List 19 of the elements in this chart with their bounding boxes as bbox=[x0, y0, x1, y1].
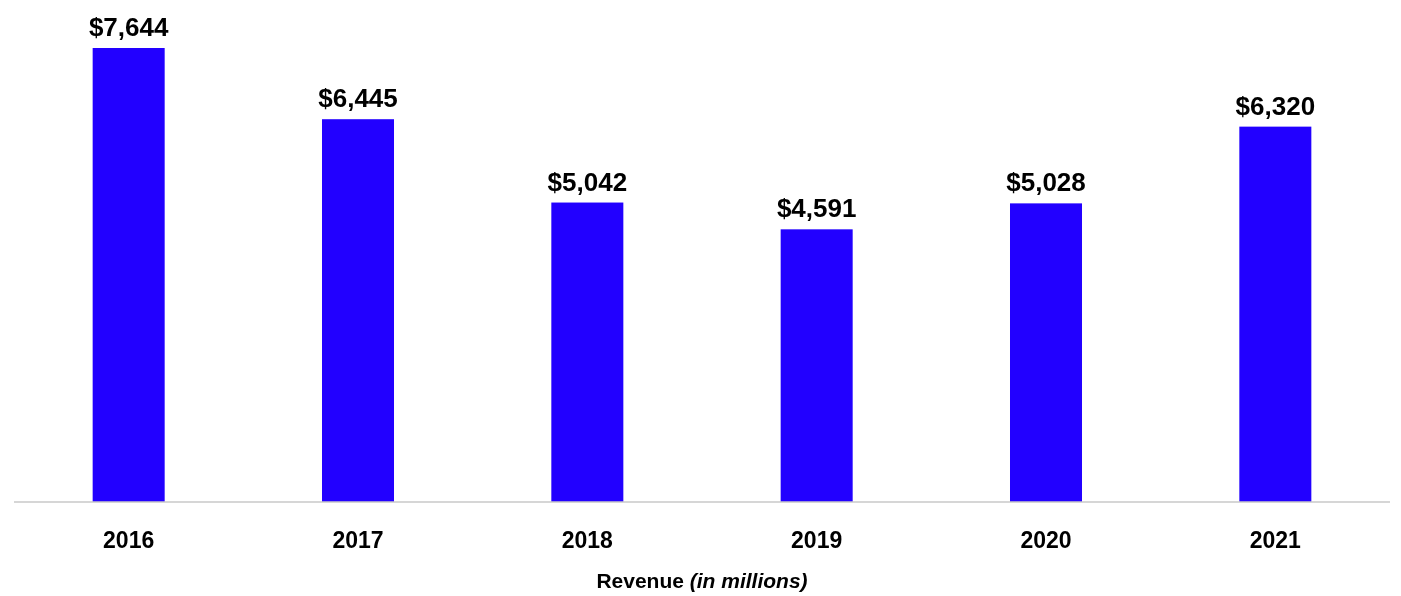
x-tick-label: 2019 bbox=[791, 527, 843, 553]
bar bbox=[1239, 126, 1312, 502]
x-tick-label: 2020 bbox=[1020, 527, 1072, 553]
bar bbox=[1009, 203, 1082, 502]
bar bbox=[322, 119, 395, 502]
bar bbox=[780, 229, 853, 502]
bar bbox=[551, 202, 624, 502]
data-label: $4,591 bbox=[776, 193, 857, 224]
x-axis-title: Revenue (in millions) bbox=[596, 569, 808, 592]
data-label: $6,320 bbox=[1235, 90, 1316, 121]
data-label: $7,644 bbox=[88, 12, 169, 42]
x-tick-label: 2018 bbox=[561, 527, 614, 553]
bar bbox=[92, 48, 165, 502]
data-label: $6,445 bbox=[318, 83, 398, 114]
data-label: $5,042 bbox=[547, 166, 628, 197]
x-tick-label: 2021 bbox=[1249, 527, 1302, 553]
data-label: $5,028 bbox=[1006, 167, 1086, 198]
x-tick-label: 2017 bbox=[332, 527, 384, 553]
x-tick-label: 2016 bbox=[103, 527, 155, 553]
